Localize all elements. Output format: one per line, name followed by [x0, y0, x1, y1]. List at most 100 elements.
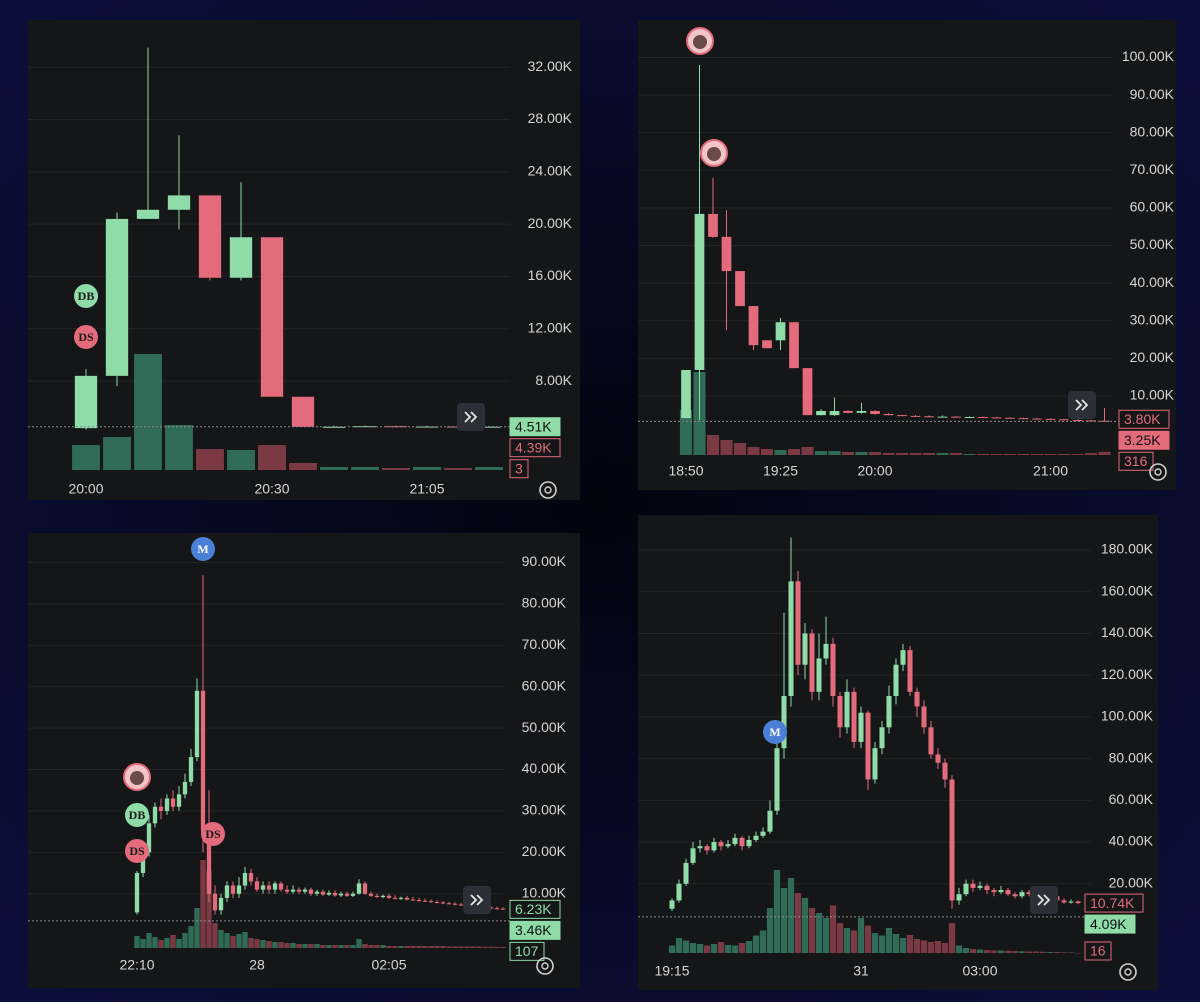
volume-bar	[140, 939, 146, 948]
x-tick-label: 19:15	[654, 963, 689, 979]
y-tick-label: 40.00K	[522, 760, 567, 776]
candle-body	[1005, 417, 1015, 419]
trade-marker	[74, 284, 98, 308]
y-tick-label: 80.00K	[522, 595, 567, 611]
volume-bar	[206, 871, 212, 948]
price-tag	[1118, 451, 1154, 471]
candle-body	[865, 712, 871, 780]
candle-body	[830, 643, 836, 697]
volume-bar	[801, 898, 809, 953]
candle-body	[260, 885, 266, 890]
volume-bar	[717, 942, 725, 953]
candle-body	[136, 209, 160, 219]
y-tick-label: 12.00K	[528, 319, 573, 335]
candle-body	[296, 889, 302, 892]
volume-bar	[458, 946, 464, 948]
volume-bar	[794, 893, 802, 953]
chart-panel: 8.00K 12.00K 16.00K 20.00K 24.00K 28.00K 32.00…	[28, 20, 580, 500]
candle-body	[404, 897, 410, 900]
scroll-icon	[470, 894, 484, 906]
y-tick-label: 50.00K	[522, 719, 567, 735]
y-tick-label: 30.00K	[1130, 311, 1175, 327]
y-tick-label: 40.00K	[1109, 833, 1154, 849]
candle-body	[248, 873, 254, 882]
price-tag-label: 10.74K	[1090, 895, 1135, 911]
candle-body	[272, 883, 278, 890]
y-tick-label: 60.00K	[1130, 199, 1175, 215]
candle-body	[949, 779, 955, 901]
candle-body	[326, 892, 332, 895]
settings-button[interactable]	[1119, 963, 1137, 981]
y-tick-label: 60.00K	[1109, 791, 1154, 807]
volume-bar	[747, 447, 760, 455]
volume-bar	[882, 453, 895, 455]
volume-bar	[941, 943, 949, 953]
candle-body	[374, 895, 380, 898]
volume-bar	[218, 930, 224, 948]
volume-bar	[326, 945, 332, 948]
volume-bar	[801, 447, 814, 455]
price-tag-label: 107	[515, 943, 539, 959]
candle-body	[676, 883, 682, 901]
volume-bar	[828, 451, 841, 455]
candle-body	[350, 893, 356, 896]
volume-bar	[158, 940, 164, 948]
candle-body	[134, 873, 140, 913]
candle-body	[977, 885, 983, 888]
candle-body	[762, 340, 772, 349]
volume-bar	[444, 468, 472, 470]
volume-bar	[899, 938, 907, 953]
candle-body	[1032, 418, 1042, 420]
candle-body	[883, 414, 894, 416]
volume-bar	[72, 445, 100, 470]
candle-body	[991, 417, 1002, 419]
candle-body	[1061, 900, 1067, 903]
volume-bar	[962, 948, 970, 953]
volume-bar	[841, 452, 855, 455]
candle-body	[998, 890, 1004, 893]
candle-body	[188, 757, 194, 782]
candle-body	[452, 903, 458, 905]
settings-button[interactable]	[539, 481, 557, 499]
volume-bar	[1053, 952, 1061, 953]
volume-bar	[392, 946, 398, 948]
volume-bar	[386, 946, 392, 948]
candle-body	[708, 213, 718, 237]
candle-body	[970, 883, 976, 888]
candle-body	[398, 897, 404, 899]
volume-bar	[906, 935, 914, 953]
settings-button[interactable]	[536, 957, 554, 975]
volume-bar	[254, 939, 260, 948]
volume-bar	[682, 940, 690, 953]
volume-bar	[356, 939, 362, 948]
x-tick-label: 02:05	[371, 957, 406, 973]
volume-bar	[1057, 454, 1071, 455]
volume-bar	[1084, 453, 1098, 455]
volume-bar	[1017, 454, 1030, 455]
price-tag-label: 3	[515, 460, 523, 476]
candle-body	[795, 581, 801, 665]
candle-body	[1026, 892, 1032, 895]
volume-bar	[963, 454, 976, 455]
candle-body	[230, 885, 236, 894]
volume-bar	[1003, 454, 1017, 455]
candle-body	[416, 899, 422, 901]
volume-bar	[332, 945, 338, 948]
candle-body	[170, 798, 176, 807]
volume-bar	[909, 453, 922, 455]
trade-marker-label: DS	[78, 330, 94, 344]
candle-body	[963, 883, 969, 895]
y-tick-label: 180.00K	[1101, 541, 1154, 557]
price-tag-label: 316	[1124, 453, 1148, 469]
volume-bar	[196, 449, 224, 470]
volume-bar	[475, 467, 503, 470]
volume-bar	[1018, 951, 1026, 953]
settings-button[interactable]	[1149, 463, 1167, 481]
y-tick-label: 20.00K	[528, 215, 573, 231]
volume-bar	[428, 946, 434, 948]
x-tick-label: 28	[249, 957, 265, 973]
candle-body	[907, 650, 913, 692]
volume-bar	[934, 941, 942, 953]
